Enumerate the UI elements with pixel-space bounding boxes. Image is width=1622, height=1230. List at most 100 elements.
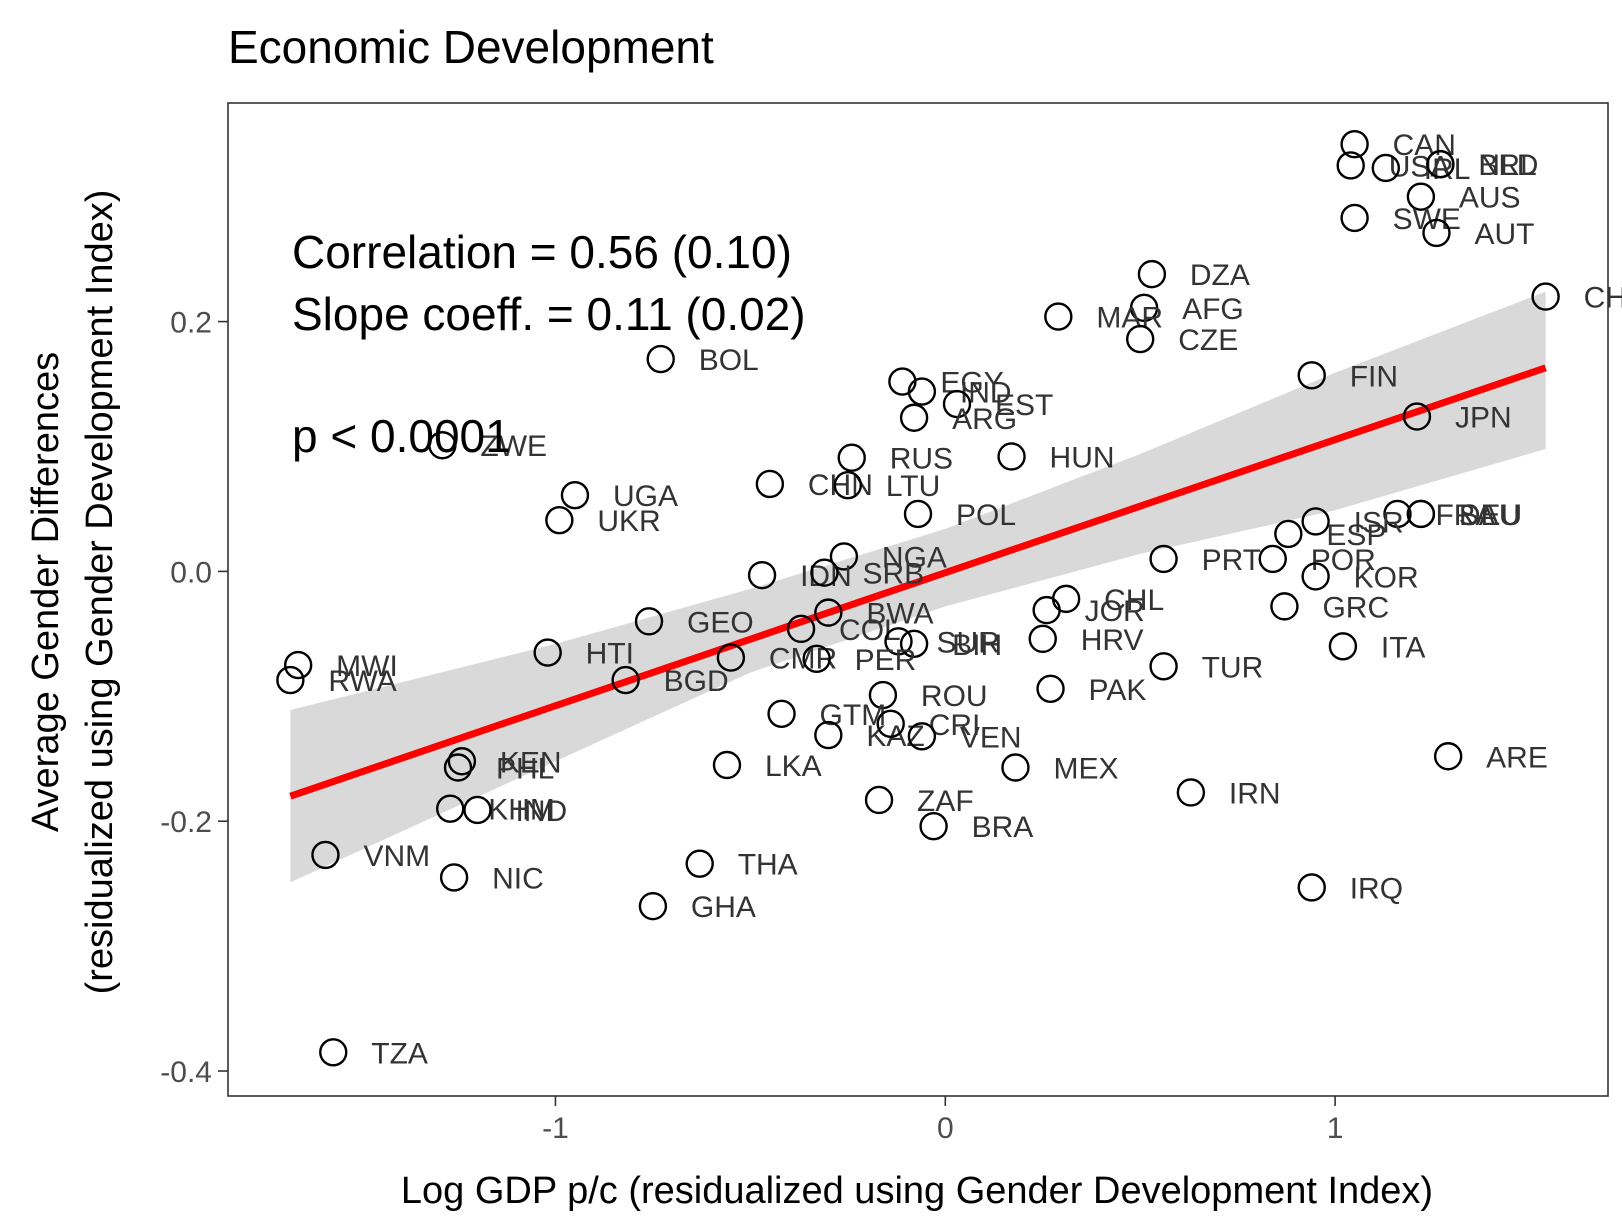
data-point — [1433, 742, 1463, 771]
point-label: LKA — [765, 750, 822, 783]
point-label: SAU — [1459, 499, 1521, 532]
point-label: PER — [855, 644, 917, 677]
data-point — [767, 699, 796, 728]
point-label: CHL — [1104, 584, 1164, 617]
data-point — [786, 614, 816, 644]
data-point — [747, 560, 777, 590]
y-axis-title-line1: Average Gender Differences — [25, 352, 67, 832]
data-point — [997, 442, 1026, 471]
point-label: KOR — [1354, 561, 1419, 594]
point-label: UGA — [613, 480, 678, 513]
data-point — [810, 558, 839, 587]
data-point — [888, 367, 917, 396]
data-point — [1297, 873, 1326, 902]
y-tick-label: -0.4 — [160, 1056, 212, 1089]
point-label: AUT — [1474, 218, 1534, 251]
point-label: NIC — [492, 862, 544, 895]
point-label: FIN — [1350, 360, 1398, 393]
data-point — [1426, 150, 1455, 179]
data-point — [814, 720, 843, 750]
data-point — [276, 665, 305, 695]
point-label: PRT — [1202, 544, 1261, 577]
data-point — [899, 629, 929, 659]
point-label: EST — [995, 389, 1053, 422]
data-point — [907, 722, 937, 751]
point-label: EGY — [940, 367, 1003, 400]
point-label: AFG — [1182, 293, 1244, 326]
data-point — [716, 643, 746, 672]
point-label: ESP — [1326, 519, 1386, 552]
point-label: POR — [1311, 544, 1376, 577]
data-point — [884, 627, 913, 656]
data-point — [1044, 302, 1073, 331]
data-point — [1301, 507, 1330, 536]
point-label: MWI — [336, 650, 398, 683]
point-label: THA — [738, 849, 798, 882]
point-label: IDN — [800, 560, 852, 593]
data-point — [685, 849, 714, 878]
data-point — [1032, 595, 1061, 625]
data-point — [1383, 499, 1412, 529]
data-point — [876, 709, 905, 738]
point-label: MEX — [1053, 752, 1118, 785]
point-label: RUS — [890, 443, 953, 476]
data-point — [638, 891, 668, 921]
data-point — [1406, 499, 1436, 529]
chart-title: Economic Development — [228, 21, 714, 73]
data-point — [319, 1038, 348, 1067]
point-label: GHA — [691, 891, 756, 924]
y-axis-title-line2: (residualized using Gender Development I… — [79, 190, 121, 995]
data-point — [1126, 324, 1155, 354]
data-point — [1001, 753, 1030, 782]
data-point — [283, 650, 313, 680]
data-point — [611, 665, 640, 695]
data-point — [436, 794, 465, 823]
point-label: IRQ — [1350, 872, 1403, 905]
point-label: HRV — [1081, 624, 1144, 657]
correlation-annotation: Correlation = 0.56 (0.10) — [292, 226, 792, 278]
data-point — [868, 680, 898, 710]
point-label: UKR — [597, 505, 660, 538]
data-point — [1301, 562, 1330, 591]
pvalue-annotation: p < 0.0001 — [292, 410, 511, 462]
point-label: POL — [956, 499, 1016, 532]
point-label: HTI — [586, 638, 634, 671]
point-label: RWA — [328, 665, 396, 698]
data-point — [802, 644, 831, 674]
point-label: BWA — [866, 598, 933, 631]
data-point — [814, 598, 843, 627]
point-label: DZA — [1190, 259, 1250, 292]
point-label: ROU — [921, 680, 988, 713]
y-tick-label: 0.2 — [170, 307, 212, 340]
point-label: CRI — [929, 709, 981, 742]
point-label: GRC — [1322, 591, 1389, 624]
data-point — [545, 505, 574, 535]
slope-annotation: Slope coeff. = 0.11 (0.02) — [292, 288, 806, 340]
y-tick-label: 0.0 — [170, 556, 212, 589]
data-point — [712, 750, 742, 780]
point-label: HUN — [1050, 441, 1115, 474]
data-point — [833, 471, 863, 500]
data-point — [439, 863, 469, 892]
data-point — [837, 443, 866, 472]
data-point — [311, 840, 340, 870]
panel-border — [227, 102, 1609, 1097]
point-label: NLD — [1478, 149, 1538, 182]
data-point — [1274, 519, 1303, 549]
y-tick-label: -0.2 — [160, 806, 212, 839]
point-label: ISR — [1354, 506, 1404, 539]
point-label: JPN — [1455, 402, 1512, 435]
data-point — [942, 389, 972, 419]
point-label: SWE — [1393, 203, 1461, 236]
point-label: KHM — [488, 794, 555, 827]
point-label: IND — [960, 377, 1012, 410]
data-point — [1036, 674, 1065, 704]
point-label: SUR — [937, 626, 1000, 659]
data-point — [1531, 282, 1560, 311]
point-label: AUS — [1459, 182, 1521, 215]
point-label: MAR — [1096, 302, 1163, 335]
data-point — [1149, 544, 1178, 574]
point-label: BRA — [972, 811, 1034, 844]
data-point — [1176, 778, 1206, 807]
